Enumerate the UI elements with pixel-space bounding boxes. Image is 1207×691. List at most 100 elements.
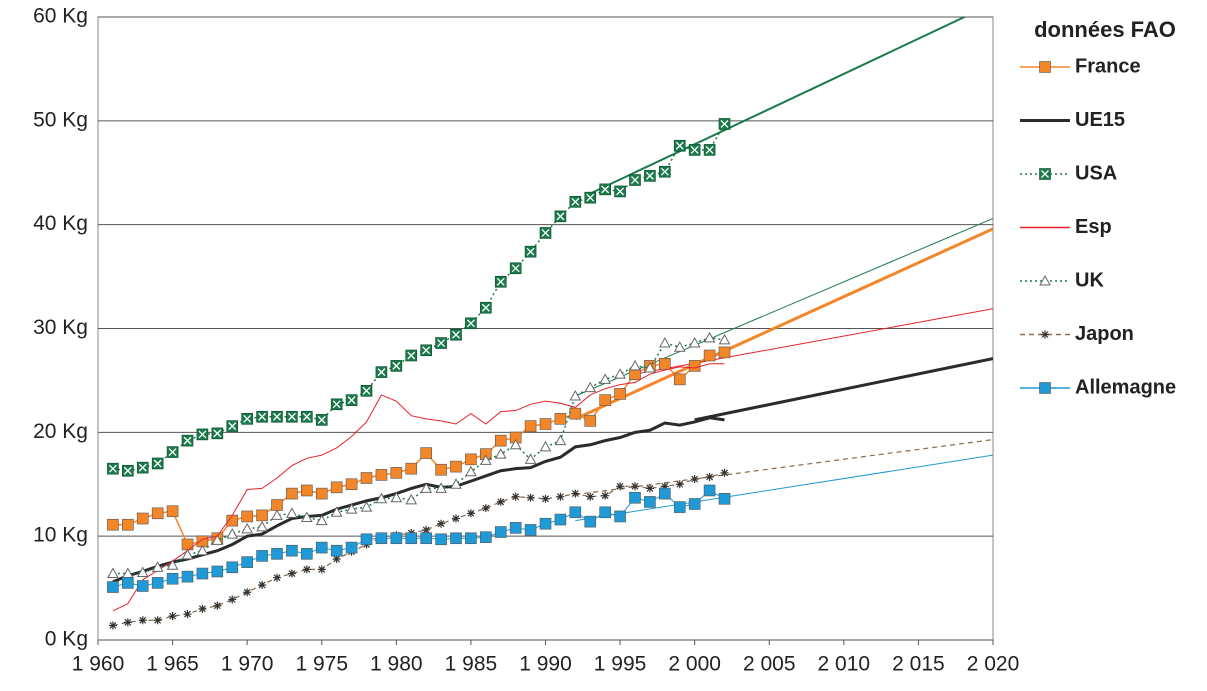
marker [494, 526, 507, 538]
marker [703, 484, 716, 497]
marker [718, 492, 731, 505]
marker [256, 520, 268, 532]
marker [271, 509, 283, 520]
marker [226, 528, 239, 539]
marker [524, 453, 537, 464]
marker [554, 434, 567, 446]
marker-cross [123, 466, 132, 475]
y-tick-label: 0 Kg [45, 628, 88, 651]
trend-line [574, 227, 993, 421]
marker [375, 532, 388, 545]
marker [153, 616, 162, 625]
marker-cross [675, 141, 684, 150]
marker [526, 493, 535, 502]
y-tick-label: 60 Kg [33, 5, 88, 28]
marker-cross [407, 351, 416, 360]
marker [330, 481, 343, 494]
marker [241, 522, 254, 534]
marker-cross [690, 145, 699, 154]
marker [629, 359, 641, 371]
legend-label: USA [1075, 162, 1117, 184]
x-tick-label: 1 995 [594, 653, 647, 676]
marker [420, 482, 433, 493]
marker-cross [660, 167, 669, 176]
marker [345, 541, 358, 554]
marker [599, 373, 612, 384]
legend-label: Japon [1075, 323, 1134, 345]
marker [181, 548, 194, 560]
marker [465, 453, 477, 466]
marker [271, 548, 283, 560]
marker-cross [481, 303, 490, 312]
marker [718, 346, 731, 359]
marker [673, 341, 686, 352]
marker [614, 510, 626, 523]
marker [107, 567, 119, 579]
marker-cross [362, 386, 371, 395]
y-tick-label: 30 Kg [33, 316, 88, 339]
trend-line [694, 357, 993, 422]
marker [599, 394, 611, 406]
y-tick-label: 20 Kg [33, 420, 88, 443]
marker [286, 487, 298, 500]
marker [151, 507, 164, 520]
marker [360, 501, 373, 512]
marker [183, 610, 192, 619]
marker [688, 360, 701, 372]
marker [496, 497, 505, 506]
x-tick-label: 2 005 [743, 653, 796, 676]
x-tick-label: 1 985 [445, 653, 498, 676]
trend-line [575, 439, 993, 496]
marker [420, 532, 432, 545]
marker [138, 616, 147, 625]
marker [509, 438, 522, 450]
marker-cross [108, 464, 117, 473]
marker [122, 518, 134, 531]
x-tick-label: 2 010 [818, 653, 871, 676]
marker [315, 514, 328, 526]
marker [466, 509, 475, 518]
marker-cross [705, 145, 714, 154]
x-tick-label: 1 965 [146, 653, 199, 676]
marker [480, 531, 492, 544]
marker-cross [631, 176, 639, 184]
legend-label: Allemagne [1075, 376, 1176, 398]
marker [659, 487, 671, 500]
y-tick-label: 50 Kg [33, 108, 88, 131]
marker-cross [571, 197, 580, 206]
marker-cross [183, 436, 192, 445]
marker [629, 491, 641, 504]
marker [586, 492, 595, 501]
marker [300, 511, 313, 522]
marker [524, 524, 537, 536]
marker [599, 506, 611, 519]
plot-series [107, 17, 993, 630]
marker-cross [287, 412, 296, 421]
marker [181, 570, 194, 583]
marker [273, 573, 281, 582]
marker [465, 465, 477, 477]
x-tick-label: 1 975 [295, 653, 348, 676]
marker [166, 505, 179, 518]
marker [673, 373, 686, 386]
marker [405, 462, 418, 475]
marker-cross [645, 171, 654, 180]
legend-label: UK [1075, 269, 1104, 291]
marker [166, 572, 179, 585]
x-tick-label: 2 000 [668, 653, 721, 676]
marker [330, 506, 343, 517]
marker-cross [466, 319, 475, 328]
series-line [112, 416, 725, 584]
marker [631, 482, 639, 491]
marker [554, 513, 567, 526]
marker [405, 493, 418, 505]
marker [435, 463, 447, 476]
x-tick-label: 2 020 [967, 653, 1020, 676]
marker [644, 361, 656, 373]
marker [422, 525, 431, 534]
marker [213, 601, 222, 610]
marker-cross [422, 346, 431, 355]
marker [256, 550, 268, 562]
marker [494, 434, 507, 447]
